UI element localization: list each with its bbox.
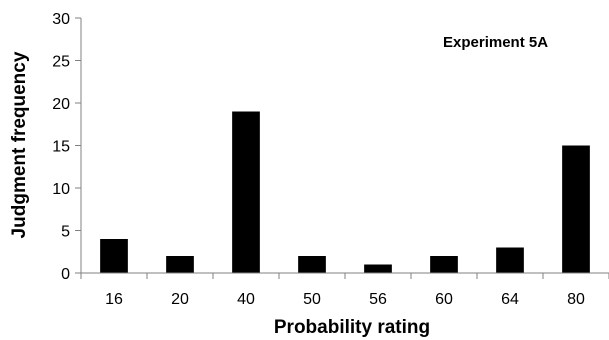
bar-80	[562, 145, 590, 273]
y-tick-label: 25	[52, 54, 70, 71]
y-tick-label: 15	[52, 139, 70, 156]
y-tick-label: 10	[52, 181, 70, 198]
bar-60	[430, 256, 458, 273]
x-axis-title: Probability rating	[274, 317, 430, 338]
y-tick-label: 0	[61, 266, 70, 283]
y-axis-ticks: 0 5 10 15 20 25 30	[52, 11, 81, 283]
bar-64	[496, 247, 524, 273]
x-tick-label: 64	[501, 291, 519, 308]
x-tick-label: 40	[237, 291, 255, 308]
chart-annotation: Experiment 5A	[443, 34, 548, 51]
x-tick-label: 56	[369, 291, 387, 308]
bar-16	[100, 239, 128, 273]
y-tick-label: 20	[52, 96, 70, 113]
y-tick-label: 5	[61, 224, 70, 241]
bars-group	[100, 111, 590, 273]
x-axis-ticks: 16 20 40 50 56 60 64 80	[80, 273, 609, 308]
x-tick-label: 80	[567, 291, 585, 308]
x-tick-label: 20	[171, 291, 189, 308]
bar-40	[232, 111, 260, 273]
y-tick-label: 30	[52, 11, 70, 28]
x-tick-label: 16	[105, 291, 123, 308]
x-tick-label: 60	[435, 291, 453, 308]
bar-56	[364, 264, 392, 273]
bar-50	[298, 256, 326, 273]
bar-20	[166, 256, 194, 273]
y-axis-title: Judgment frequency	[9, 51, 30, 238]
x-tick-label: 50	[303, 291, 321, 308]
